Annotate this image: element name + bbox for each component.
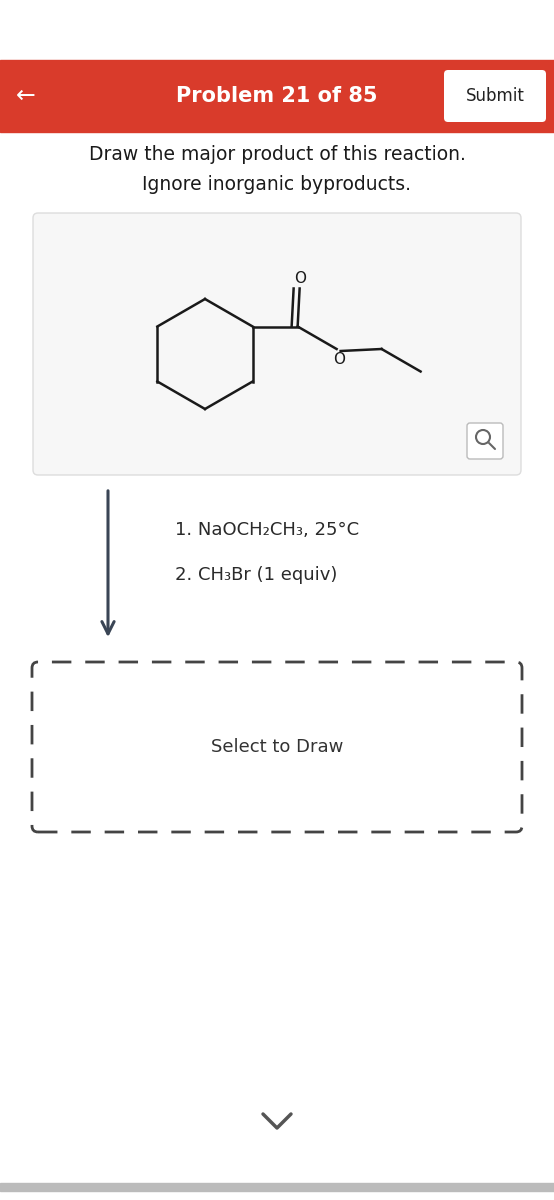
Text: ←: ←	[16, 84, 36, 108]
FancyBboxPatch shape	[33, 214, 521, 475]
Text: O: O	[294, 271, 306, 286]
Text: Select to Draw: Select to Draw	[211, 738, 343, 756]
FancyBboxPatch shape	[444, 70, 546, 122]
Text: 2. CH₃Br (1 equiv): 2. CH₃Br (1 equiv)	[175, 566, 337, 584]
Text: Ignore inorganic byproducts.: Ignore inorganic byproducts.	[142, 175, 412, 194]
Bar	[0, 1183, 554, 1190]
Text: Problem 21 of 85: Problem 21 of 85	[176, 86, 378, 106]
Text: O: O	[334, 352, 346, 366]
Text: Submit: Submit	[465, 86, 525, 104]
FancyBboxPatch shape	[32, 662, 522, 832]
FancyBboxPatch shape	[467, 422, 503, 458]
Text: 1. NaOCH₂CH₃, 25°C: 1. NaOCH₂CH₃, 25°C	[175, 521, 359, 539]
Text: Draw the major product of this reaction.: Draw the major product of this reaction.	[89, 145, 465, 164]
Bar	[0, 60, 554, 132]
